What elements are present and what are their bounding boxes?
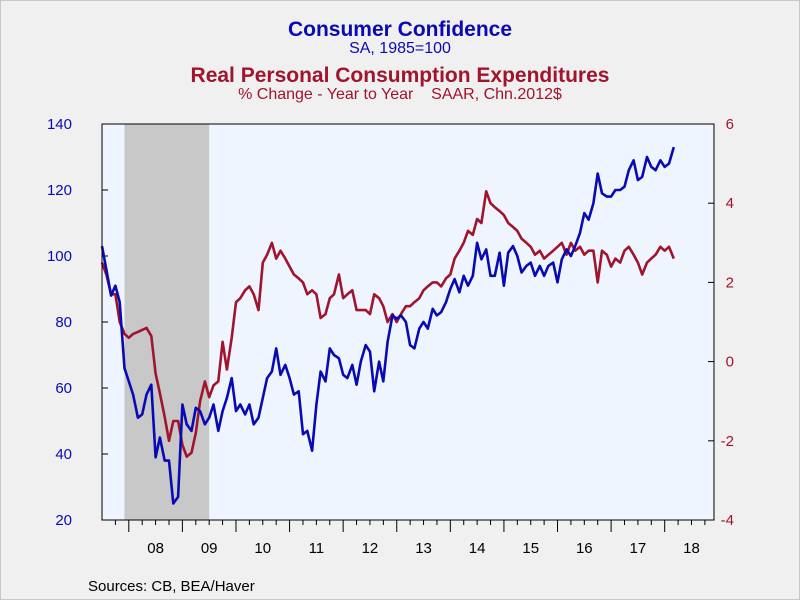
- x-tick-label: 09: [201, 540, 218, 557]
- chart-title-1: Consumer Confidence: [287, 18, 513, 41]
- x-tick-label: 15: [522, 540, 539, 557]
- x-tick-label: 11: [309, 540, 325, 557]
- left-tick-label: 40: [55, 446, 72, 463]
- right-tick-label: 0: [726, 354, 734, 371]
- source-note: Sources: CB, BEA/Haver: [88, 578, 255, 595]
- plot-border: [101, 123, 715, 521]
- x-tick-label: 16: [576, 540, 593, 557]
- chart-subtitle-2: % Change - Year to Year SAAR, Chn.2012$: [238, 86, 562, 103]
- real-pce-line: [100, 190, 676, 458]
- right-tick-label: 4: [726, 195, 734, 212]
- right-tick-label: -2: [721, 433, 734, 450]
- left-tick-label: 140: [47, 116, 72, 133]
- x-tick-label: 10: [254, 540, 271, 557]
- x-tick-label: 18: [683, 540, 700, 557]
- x-tick-label: 13: [415, 540, 432, 557]
- x-tick-label: 17: [630, 540, 647, 557]
- left-tick-label: 100: [47, 248, 72, 265]
- recession-band: [124, 124, 210, 520]
- right-tick-label: -4: [721, 512, 734, 529]
- x-axis: 08 09 10 11 12 13 14 15 16 17 18: [114, 520, 706, 557]
- x-tick-label: 14: [469, 540, 486, 557]
- left-tick-label: 20: [55, 512, 72, 529]
- consumer-confidence-line: [100, 146, 676, 505]
- x-tick-label: 08: [147, 540, 164, 557]
- left-tick-label: 60: [55, 380, 72, 397]
- right-tick-label: 2: [726, 274, 734, 291]
- left-tick-label: 80: [55, 314, 72, 331]
- left-y-axis: 20 40 60 80 100 120 140: [47, 116, 108, 529]
- x-tick-label: 12: [362, 540, 379, 557]
- left-tick-label: 120: [47, 182, 72, 199]
- right-tick-label: 6: [726, 116, 734, 133]
- series-layer: [100, 146, 676, 505]
- chart-title-2: Real Personal Consumption Expenditures: [190, 64, 610, 87]
- right-y-axis: -4 -2 0 2 4 6: [708, 116, 734, 529]
- chart-subtitle-1: SA, 1985=100: [349, 40, 451, 57]
